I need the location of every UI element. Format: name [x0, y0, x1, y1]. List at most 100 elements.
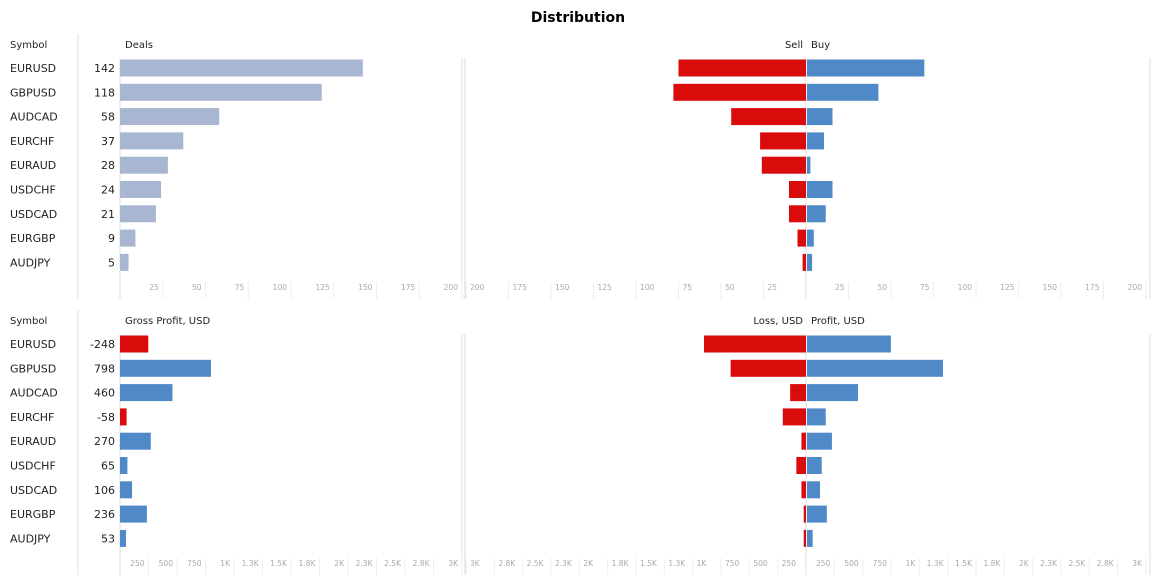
left-series-header: Sell	[785, 40, 803, 51]
tick-label: 500	[753, 559, 768, 568]
bar-right	[807, 181, 833, 198]
tick-label: 25	[835, 283, 845, 292]
tick-label: 75	[683, 283, 693, 292]
bar	[120, 253, 129, 271]
value-label: 118	[94, 86, 115, 99]
tick-label: 1K	[220, 559, 231, 568]
symbol-label: AUDJPY	[10, 256, 51, 269]
tick-label: 200	[444, 283, 459, 292]
bar-left	[731, 108, 806, 126]
tick-label: 200	[1128, 283, 1143, 292]
tick-label: 2.8K	[1097, 559, 1115, 568]
tick-label: 125	[315, 283, 330, 292]
bar-right	[807, 505, 827, 523]
bar-right	[807, 457, 822, 474]
tick-label: 2K	[583, 559, 594, 568]
tick-label: 500	[159, 559, 174, 568]
bar	[120, 481, 133, 499]
bar	[120, 384, 173, 402]
bar-left	[801, 432, 806, 450]
tick-label: 25	[149, 283, 159, 292]
symbol-label: EURGBP	[10, 232, 56, 245]
tick-label: 50	[725, 283, 735, 292]
symbol-header: Symbol	[10, 316, 47, 327]
tick-label: 250	[130, 559, 145, 568]
left-series-header: Loss, USD	[753, 316, 803, 327]
bar	[120, 181, 162, 198]
tick-label: 2.3K	[356, 559, 374, 568]
tick-label: 75	[235, 283, 245, 292]
bar-left	[796, 457, 806, 474]
value-label: 9	[108, 232, 115, 245]
bar	[120, 457, 128, 474]
tick-label: 50	[877, 283, 887, 292]
symbol-header: Symbol	[10, 40, 47, 51]
right-series-header: Profit, USD	[811, 316, 865, 327]
value-header: Gross Profit, USD	[125, 316, 210, 327]
bar-right	[807, 408, 826, 426]
bar-right	[807, 156, 811, 174]
value-label: 5	[108, 256, 115, 269]
symbol-label: USDCHF	[10, 184, 56, 197]
tick-label: 75	[920, 283, 930, 292]
tick-label: 100	[640, 283, 655, 292]
right-series-header: Buy	[811, 40, 830, 51]
bar	[120, 408, 127, 426]
tick-label: 100	[273, 283, 288, 292]
tick-label: 150	[358, 283, 373, 292]
symbol-label: USDCAD	[10, 208, 57, 221]
symbol-label: EURAUD	[10, 435, 56, 448]
bar-right	[807, 253, 813, 271]
value-label: 21	[101, 208, 115, 221]
bar	[120, 359, 211, 377]
tick-label: 750	[187, 559, 202, 568]
symbol-label: AUDJPY	[10, 532, 51, 545]
tick-label: 100	[958, 283, 973, 292]
tick-label: 2.5K	[1068, 559, 1086, 568]
bar-left	[801, 481, 806, 499]
tick-label: 175	[513, 283, 528, 292]
value-label: 53	[101, 532, 115, 545]
bar-left	[790, 384, 806, 402]
bar-left	[673, 83, 806, 101]
symbol-label: AUDCAD	[10, 111, 58, 124]
bar-left	[789, 205, 806, 223]
tick-label: 750	[873, 559, 888, 568]
symbol-label: AUDCAD	[10, 387, 58, 400]
tick-label: 150	[1043, 283, 1058, 292]
bar-left	[797, 229, 806, 247]
tick-label: 1K	[697, 559, 708, 568]
tick-label: 125	[598, 283, 613, 292]
symbol-label: GBPUSD	[10, 86, 56, 99]
value-label: 28	[101, 159, 115, 172]
bar	[120, 529, 127, 547]
bar-left	[789, 181, 806, 198]
tick-label: 250	[816, 559, 831, 568]
value-label: 142	[94, 62, 115, 75]
symbol-label: EURCHF	[10, 135, 54, 148]
bar	[120, 505, 147, 523]
tick-label: 2.8K	[413, 559, 431, 568]
bar-right	[807, 335, 891, 353]
value-label: -58	[97, 411, 115, 424]
bar-left	[802, 253, 806, 271]
tick-label: 2.3K	[555, 559, 573, 568]
bar-right	[807, 359, 943, 377]
value-label: 460	[94, 387, 115, 400]
bar	[120, 132, 184, 150]
tick-label: 1.5K	[955, 559, 973, 568]
bar-right	[807, 83, 879, 101]
tick-label: 750	[725, 559, 740, 568]
bar-right	[807, 205, 826, 223]
tick-label: 250	[782, 559, 797, 568]
bar	[120, 59, 363, 77]
bar-left	[803, 529, 806, 547]
chart-title: Distribution	[531, 10, 625, 26]
value-label: 106	[94, 484, 115, 497]
bar-right	[807, 229, 814, 247]
symbol-label: EURGBP	[10, 508, 56, 521]
tick-label: 3K	[470, 559, 481, 568]
tick-label: 1.3K	[242, 559, 260, 568]
bar-right	[807, 529, 813, 547]
